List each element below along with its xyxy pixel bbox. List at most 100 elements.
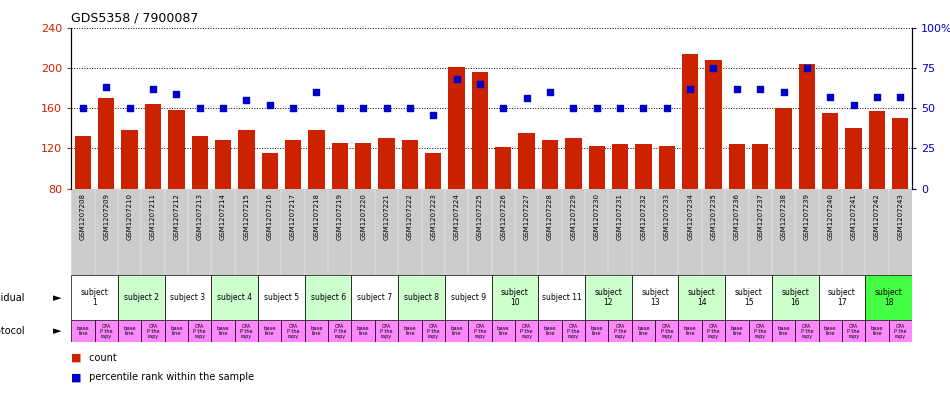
Text: subject
18: subject 18	[875, 288, 902, 307]
Bar	[398, 275, 445, 320]
Bar	[445, 320, 468, 342]
Bar	[795, 320, 819, 342]
Text: ►: ►	[52, 326, 61, 336]
Bar	[729, 144, 745, 189]
Point	[472, 81, 487, 87]
Text: base
line: base line	[263, 326, 276, 336]
Bar	[445, 275, 492, 320]
Point	[309, 89, 324, 95]
Text: CPA
P the
rapy: CPA P the rapy	[100, 323, 112, 339]
Point	[145, 86, 161, 92]
Text: base
line: base line	[684, 326, 696, 336]
Text: CPA
P the
rapy: CPA P the rapy	[333, 323, 346, 339]
Text: GSM1207227: GSM1207227	[523, 193, 530, 240]
Text: subject
10: subject 10	[501, 288, 529, 307]
Point	[542, 89, 558, 95]
Bar	[261, 153, 278, 189]
Text: CPA
P the
rapy: CPA P the rapy	[380, 323, 392, 339]
Bar	[799, 64, 815, 189]
Text: GSM1207211: GSM1207211	[150, 193, 156, 240]
Text: subject
15: subject 15	[734, 288, 763, 307]
Bar	[492, 320, 515, 342]
Text: GSM1207216: GSM1207216	[267, 193, 273, 240]
Bar	[819, 320, 842, 342]
Bar	[632, 320, 655, 342]
Point	[636, 105, 651, 111]
Point	[332, 105, 348, 111]
Bar	[682, 54, 698, 189]
Text: GSM1207213: GSM1207213	[197, 193, 202, 240]
Text: GSM1207224: GSM1207224	[453, 193, 460, 240]
Bar	[285, 140, 301, 189]
Point	[169, 90, 184, 97]
Bar	[75, 136, 91, 189]
Text: base
line: base line	[497, 326, 509, 336]
Text: GSM1207208: GSM1207208	[80, 193, 86, 240]
Bar	[636, 144, 652, 189]
Bar	[332, 143, 348, 189]
Point	[589, 105, 604, 111]
Bar	[608, 320, 632, 342]
Text: GSM1207231: GSM1207231	[618, 193, 623, 240]
Bar	[892, 118, 908, 189]
Text: GSM1207230: GSM1207230	[594, 193, 599, 240]
Text: subject 4: subject 4	[218, 293, 253, 302]
Text: subject
12: subject 12	[595, 288, 622, 307]
Text: GSM1207236: GSM1207236	[733, 193, 740, 240]
Bar	[725, 320, 749, 342]
Point	[238, 97, 254, 103]
Bar	[144, 104, 162, 189]
Bar	[822, 113, 839, 189]
Bar	[585, 275, 632, 320]
Bar	[235, 320, 258, 342]
Bar	[749, 320, 771, 342]
Bar	[589, 146, 605, 189]
Point	[379, 105, 394, 111]
Bar	[495, 147, 511, 189]
Text: individual: individual	[0, 293, 25, 303]
Bar	[819, 275, 865, 320]
Bar	[118, 320, 142, 342]
Point	[706, 64, 721, 71]
Text: GSM1207222: GSM1207222	[407, 193, 413, 240]
Text: CPA
P the
rapy: CPA P the rapy	[894, 323, 906, 339]
Text: protocol: protocol	[0, 326, 25, 336]
Point	[496, 105, 511, 111]
Text: base
line: base line	[357, 326, 370, 336]
Bar	[678, 275, 725, 320]
Bar	[328, 320, 352, 342]
Text: GSM1207212: GSM1207212	[173, 193, 180, 240]
Text: ►: ►	[52, 293, 61, 303]
Text: GSM1207237: GSM1207237	[757, 193, 763, 240]
Bar	[771, 320, 795, 342]
Bar	[352, 320, 375, 342]
Point	[869, 94, 884, 100]
Text: GSM1207214: GSM1207214	[220, 193, 226, 240]
Bar	[122, 130, 138, 189]
Bar	[378, 138, 394, 189]
Bar	[352, 275, 398, 320]
Text: CPA
P the
rapy: CPA P the rapy	[567, 323, 580, 339]
Bar	[422, 320, 445, 342]
Text: CPA
P the
rapy: CPA P the rapy	[660, 323, 673, 339]
Text: base
line: base line	[824, 326, 837, 336]
Text: GDS5358 / 7900087: GDS5358 / 7900087	[71, 12, 199, 25]
Point	[355, 105, 370, 111]
Point	[216, 105, 231, 111]
Bar	[612, 144, 628, 189]
Bar	[71, 320, 95, 342]
Text: subject 2: subject 2	[124, 293, 159, 302]
Text: GSM1207209: GSM1207209	[104, 193, 109, 240]
Bar	[215, 140, 231, 189]
Text: GSM1207218: GSM1207218	[314, 193, 319, 240]
Text: CPA
P the
rapy: CPA P the rapy	[240, 323, 253, 339]
Text: GSM1207229: GSM1207229	[570, 193, 577, 240]
Point	[682, 86, 697, 92]
Text: subject
14: subject 14	[688, 288, 715, 307]
Bar	[238, 130, 255, 189]
Text: subject 5: subject 5	[264, 293, 299, 302]
Text: GSM1207238: GSM1207238	[781, 193, 787, 240]
Point	[426, 111, 441, 118]
Bar	[211, 275, 258, 320]
Bar	[95, 320, 118, 342]
